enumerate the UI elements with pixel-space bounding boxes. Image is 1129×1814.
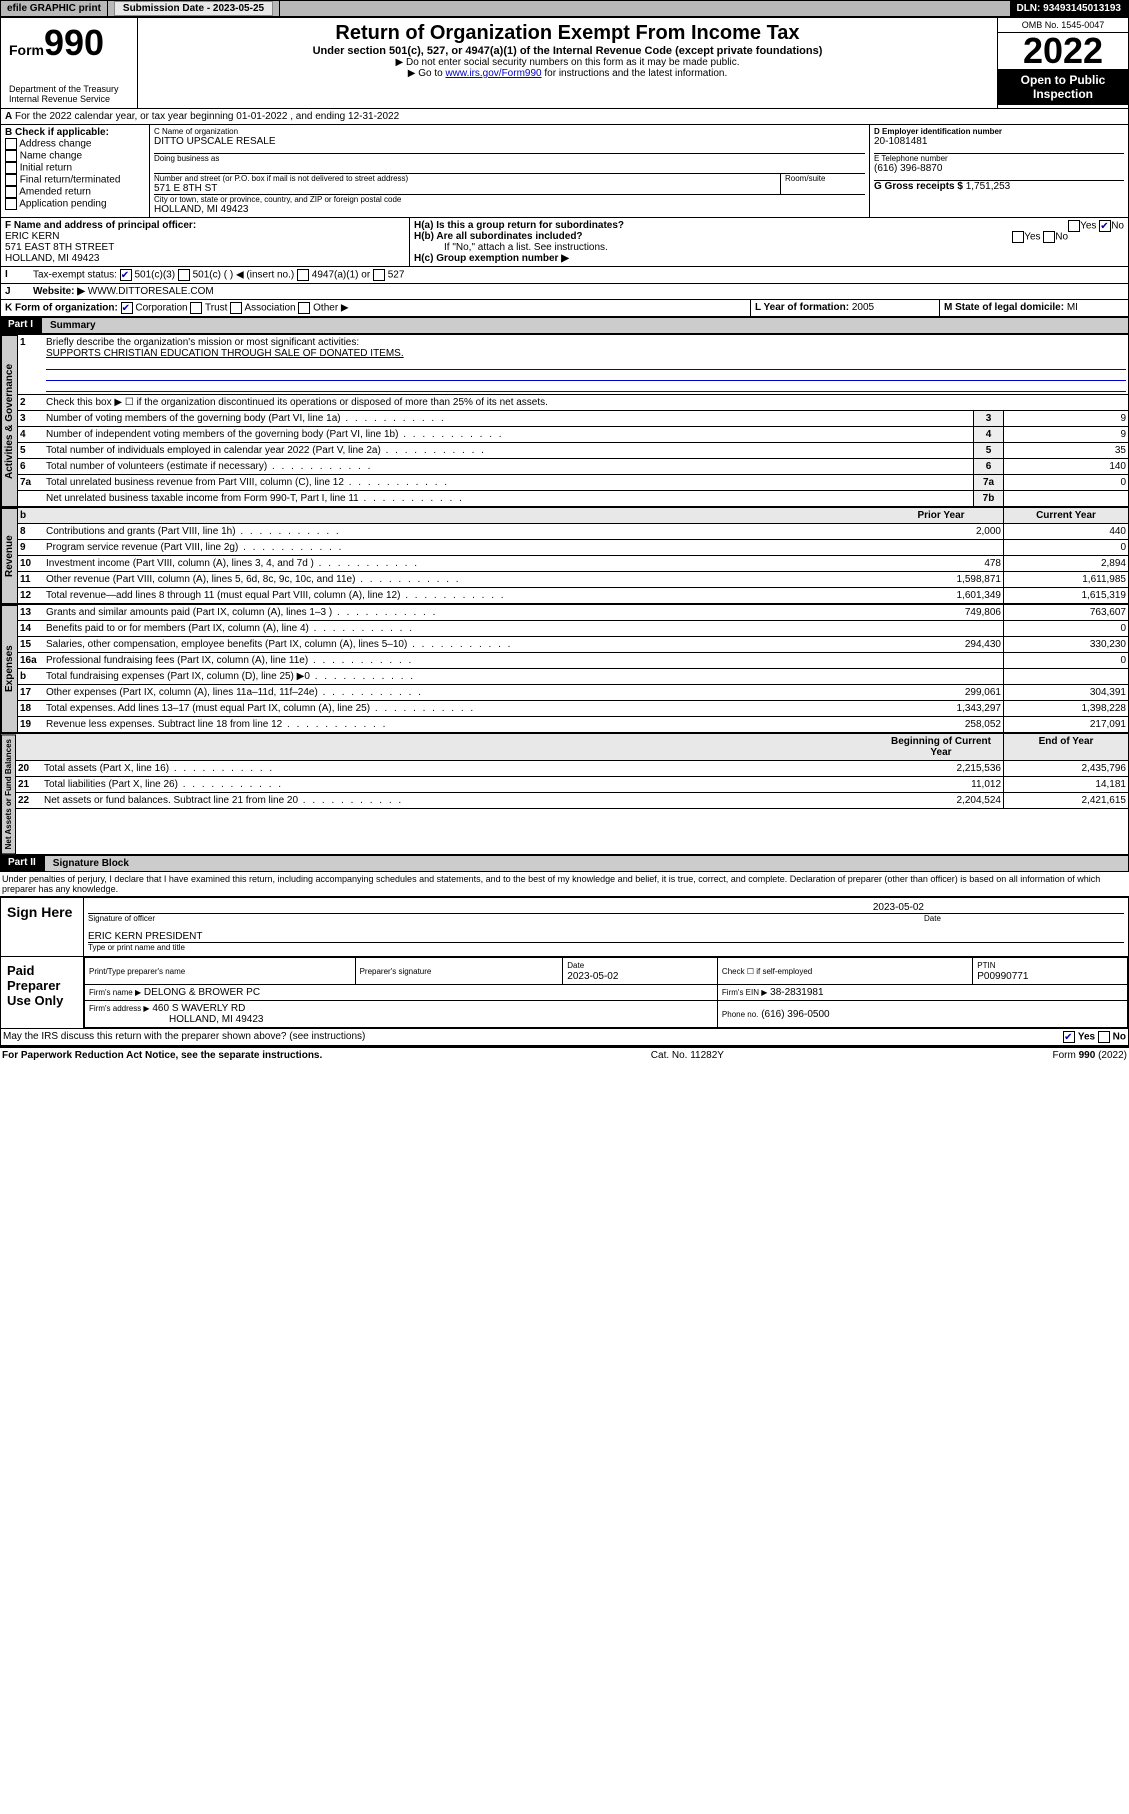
c-name-label: C Name of organization [154, 127, 865, 136]
mission: SUPPORTS CHRISTIAN EDUCATION THROUGH SAL… [46, 348, 404, 359]
line-20: 20Total assets (Part X, line 16)2,215,53… [16, 761, 1128, 777]
declaration: Under penalties of perjury, I declare th… [0, 872, 1129, 896]
form-header: Form990 Department of the Treasury Inter… [0, 17, 1129, 109]
line-16a: 16aProfessional fundraising fees (Part I… [18, 653, 1128, 669]
line-14: 14Benefits paid to or for members (Part … [18, 621, 1128, 637]
dln: DLN: 93493145013193 [1010, 1, 1128, 16]
line-5: 5Total number of individuals employed in… [18, 443, 1128, 459]
k-corp[interactable] [121, 302, 133, 314]
ptin: P00990771 [977, 971, 1028, 982]
firm-name: DELONG & BROWER PC [144, 987, 260, 998]
discuss-no[interactable] [1098, 1031, 1110, 1043]
line-b: bTotal fundraising expenses (Part IX, co… [18, 669, 1128, 685]
ha-yes[interactable] [1068, 220, 1080, 232]
side-expenses: Expenses [1, 605, 18, 733]
street: 571 E 8TH ST [154, 183, 780, 194]
gross-receipts: 1,751,253 [966, 181, 1011, 192]
efile-label: efile GRAPHIC print [1, 1, 108, 16]
line-13: 13Grants and similar amounts paid (Part … [18, 605, 1128, 621]
officer-sig: ERIC KERN PRESIDENT [88, 931, 1124, 942]
check-address-change: Address change [5, 138, 145, 150]
phone: (616) 396-8870 [874, 163, 1124, 174]
note1: ▶ Do not enter social security numbers o… [142, 57, 993, 68]
check-final-return-terminated: Final return/terminated [5, 174, 145, 186]
form-word: Form [9, 42, 44, 58]
line-15: 15Salaries, other compensation, employee… [18, 637, 1128, 653]
year-formed: 2005 [852, 302, 874, 313]
side-activities: Activities & Governance [1, 335, 18, 507]
side-revenue: Revenue [1, 508, 18, 604]
tax-year: 2022 [998, 33, 1128, 69]
form-subtitle: Under section 501(c), 527, or 4947(a)(1)… [142, 45, 993, 57]
prep-phone: (616) 396-0500 [761, 1009, 829, 1020]
form990-link[interactable]: www.irs.gov/Form990 [445, 68, 541, 79]
ein: 20-1081481 [874, 136, 1124, 147]
line-11: 11Other revenue (Part VIII, column (A), … [18, 572, 1128, 588]
line-4: 4Number of independent voting members of… [18, 427, 1128, 443]
domicile: MI [1067, 302, 1078, 313]
discuss-yes[interactable] [1063, 1031, 1075, 1043]
form-title: Return of Organization Exempt From Incom… [142, 22, 993, 45]
form-footer: Form 990 (2022) [1053, 1050, 1127, 1061]
line-3: 3Number of voting members of the governi… [18, 411, 1128, 427]
ha-no[interactable] [1099, 220, 1111, 232]
irs: Internal Revenue Service [9, 94, 129, 104]
check-amended-return: Amended return [5, 186, 145, 198]
check-name-change: Name change [5, 150, 145, 162]
line-22: 22Net assets or fund balances. Subtract … [16, 793, 1128, 809]
section-b-label: B Check if applicable: [5, 127, 145, 138]
part1-header: Part I [0, 317, 41, 334]
501c3-check[interactable] [120, 269, 132, 281]
line-: Net unrelated business taxable income fr… [18, 491, 1128, 507]
check-initial-return: Initial return [5, 162, 145, 174]
line-9: 9Program service revenue (Part VIII, lin… [18, 540, 1128, 556]
line-8: 8Contributions and grants (Part VIII, li… [18, 524, 1128, 540]
part2-header: Part II [0, 855, 44, 872]
side-netassets: Net Assets or Fund Balances [1, 734, 16, 854]
line-17: 17Other expenses (Part IX, column (A), l… [18, 685, 1128, 701]
top-bar: efile GRAPHIC print Submission Date - 20… [0, 0, 1129, 17]
line-12: 12Total revenue—add lines 8 through 11 (… [18, 588, 1128, 604]
firm-ein: 38-2831981 [770, 987, 823, 998]
line-21: 21Total liabilities (Part X, line 26)11,… [16, 777, 1128, 793]
hb-no[interactable] [1043, 231, 1055, 243]
city: HOLLAND, MI 49423 [154, 204, 865, 215]
hb-yes[interactable] [1012, 231, 1024, 243]
submission-button[interactable]: Submission Date - 2023-05-25 [114, 1, 273, 16]
form-number: 990 [44, 22, 104, 63]
line-19: 19Revenue less expenses. Subtract line 1… [18, 717, 1128, 733]
org-name: DITTO UPSCALE RESALE [154, 136, 865, 147]
website: WWW.DITTORESALE.COM [88, 286, 214, 297]
line-a: A For the 2022 calendar year, or tax yea… [1, 109, 403, 124]
line-18: 18Total expenses. Add lines 13–17 (must … [18, 701, 1128, 717]
line-10: 10Investment income (Part VIII, column (… [18, 556, 1128, 572]
line-6: 6Total number of volunteers (estimate if… [18, 459, 1128, 475]
dept: Department of the Treasury [9, 84, 129, 94]
line-7a: 7aTotal unrelated business revenue from … [18, 475, 1128, 491]
public-inspection: Open to Public Inspection [998, 69, 1128, 105]
officer-name: ERIC KERN [5, 231, 405, 242]
check-application-pending: Application pending [5, 198, 145, 210]
